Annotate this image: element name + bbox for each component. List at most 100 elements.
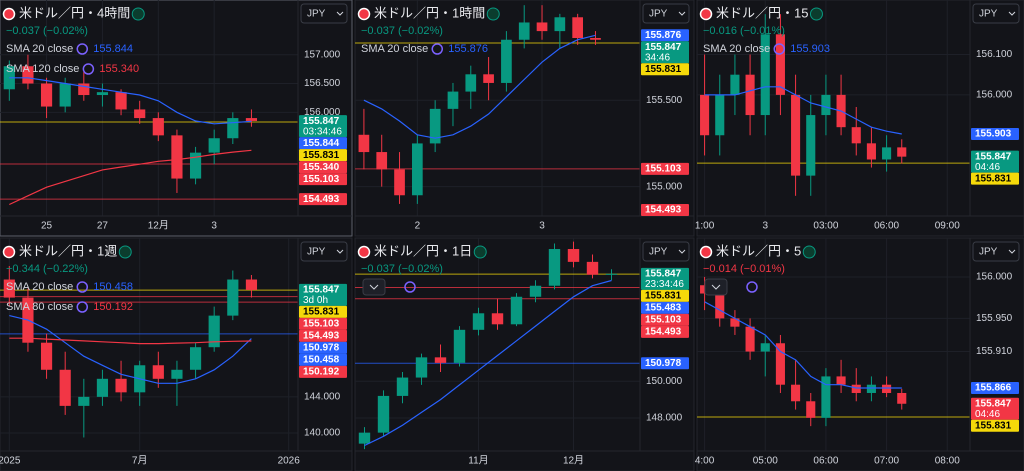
collapse-arrow[interactable] [711,284,721,290]
currency-select[interactable] [972,3,1020,24]
indicator-icon[interactable] [76,281,89,293]
indicator-icon[interactable] [76,43,89,55]
candle-body [465,74,477,92]
symbol-flag [2,7,16,21]
change-label: −0.037 (−0.02%) [361,25,443,37]
indicator-name: SMA 80 close [6,301,73,313]
indicator-icon[interactable] [431,43,444,55]
dropdown-arrow[interactable] [336,11,344,16]
dropdown-arrow[interactable] [678,11,686,16]
candle-body [22,66,34,84]
change-label: −0.014 (−0.01%) [703,263,785,275]
y-tick-label: 155.950 [976,313,1013,324]
currency-select[interactable] [642,241,690,262]
change-label: −0.016 (−0.01%) [703,25,785,37]
y-tick-label: 150.000 [646,376,683,387]
change-label: −0.344 (−0.22%) [6,263,88,275]
currency-label[interactable]: JPY [979,247,998,258]
indicator-icon[interactable] [82,63,95,75]
price-tag-label: 155.866 [975,383,1012,394]
candle-body [245,279,258,290]
currency-select[interactable] [642,3,690,24]
price-tag-label: 155.831 [303,150,340,161]
candle-body [821,376,831,418]
price-tag-label: 155.844 [303,138,340,149]
price-tag-label: 155.340 [303,162,340,173]
price-tag-label: 155.831 [975,420,1012,431]
price-tag [641,325,689,338]
dropdown-arrow[interactable] [1008,249,1016,254]
indicator-value: 155.844 [93,43,133,55]
price-tag [641,313,689,326]
y-tick-label: 156.000 [976,90,1013,101]
currency-label[interactable]: JPY [649,9,668,20]
symbol-flag [2,245,16,259]
candle-body [715,94,725,136]
countdown-label: 23:34:46 [645,279,684,290]
indicator-value: 155.876 [448,43,488,55]
plot [355,238,640,451]
dropdown-arrow[interactable] [336,249,344,254]
chart-panel: 157.000 156.500 156.000 25 27 12月 3 155.84703:3… [0,0,353,237]
currency-label[interactable]: JPY [307,247,326,258]
candle-body [78,396,90,406]
panel-bg [0,0,353,237]
candle-body [518,22,530,40]
candle-body [376,152,388,170]
x-tick-label: 06:00 [813,456,838,467]
candle-body [483,74,494,83]
indicator-icon[interactable] [76,301,89,313]
price-tag-label: 155.103 [303,174,340,185]
candle-body [115,378,127,393]
currency-select[interactable] [300,3,348,24]
price-tag [641,289,689,302]
indicator-icon[interactable] [773,43,786,55]
sma-line [704,301,902,389]
price-tag [971,419,1019,432]
currency-label[interactable]: JPY [649,247,668,258]
collapse-button[interactable] [362,278,386,296]
indicator-value: 155.340 [99,63,139,75]
y-tick-label: 144.000 [304,391,341,402]
price-tag [641,267,689,290]
x-tick-label: 25 [41,221,53,232]
indicator-name: SMA 20 close [6,281,73,293]
currency-select[interactable] [972,241,1020,262]
indicator-icon[interactable] [746,281,758,293]
currency-select[interactable] [300,241,348,262]
candle-body [806,401,816,418]
chart-title: 米ドル／円・15 [716,5,808,20]
candle-body [96,92,109,96]
candle-body [189,347,202,370]
indicator-name: SMA 20 close [361,43,428,55]
price-tag-label: 155.847 [975,151,1012,162]
price-tag [299,329,347,342]
collapse-arrow[interactable] [369,284,379,290]
price-tag [641,357,689,370]
candle-body [554,17,566,32]
plot [0,0,298,216]
price-tag [641,63,689,76]
indicator-icon[interactable] [404,281,416,293]
currency-label[interactable]: JPY [307,9,326,20]
price-tag-label: 155.847 [303,285,340,296]
dropdown-arrow[interactable] [1008,11,1016,16]
candle-body [760,34,770,116]
dropdown-arrow[interactable] [678,249,686,254]
candle-body [208,138,220,153]
chart-panel: 156.000 155.950 155.910 4:00 05:00 06:00 07:00… [695,237,1024,471]
candle-body [851,127,861,144]
currency-label[interactable]: JPY [979,9,998,20]
candle-body [567,249,580,262]
candle-body [78,83,90,96]
candle-body [882,384,892,393]
candle-body [472,313,485,330]
y-tick-label: 148.000 [646,413,683,424]
collapse-button[interactable] [704,278,728,296]
candle-body [134,109,146,119]
y-tick-label: 155.910 [976,346,1013,357]
price-tag [971,397,1019,420]
candle-body [171,135,183,179]
price-tag [299,161,347,174]
candle-body [152,118,164,136]
